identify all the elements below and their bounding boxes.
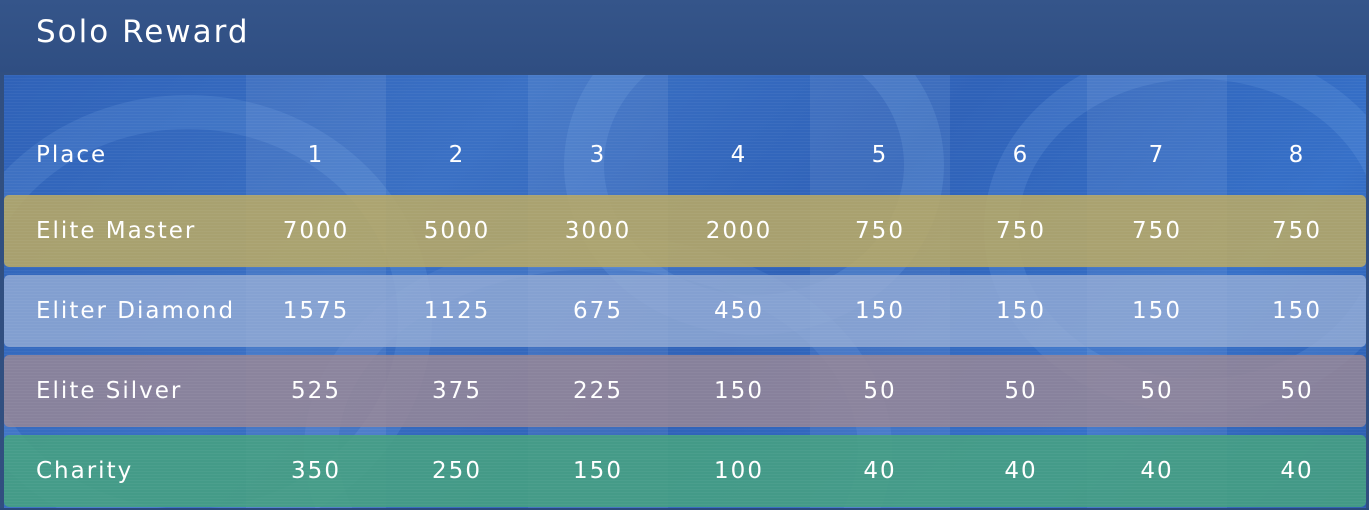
reward-cell: 750 (996, 218, 1046, 244)
reward-table: Place 1 2 3 4 5 6 7 8 Elite Master 7000 … (4, 75, 1366, 508)
reward-cell: 375 (432, 378, 482, 404)
reward-cell: 250 (432, 458, 482, 484)
table-row-elite-silver: Elite Silver 525 375 225 150 50 50 50 50 (4, 355, 1366, 427)
reward-cell: 2000 (705, 218, 773, 244)
reward-cell: 40 (1280, 458, 1314, 484)
tier-label: Elite Silver (36, 378, 183, 404)
reward-cell: 750 (1132, 218, 1182, 244)
reward-cell: 50 (1280, 378, 1314, 404)
bottom-border (0, 508, 1369, 510)
place-header-cell: 1 (307, 142, 325, 168)
reward-cell: 1125 (423, 298, 491, 324)
reward-cell: 50 (1140, 378, 1174, 404)
tier-label: Charity (36, 458, 134, 484)
place-header-cell: 4 (730, 142, 748, 168)
reward-cell: 50 (1004, 378, 1038, 404)
reward-cell: 150 (855, 298, 905, 324)
table-row-elite-master: Elite Master 7000 5000 3000 2000 750 750… (4, 195, 1366, 267)
place-header: Place (36, 142, 108, 168)
reward-cell: 7000 (282, 218, 350, 244)
table-row-eliter-diamond: Eliter Diamond 1575 1125 675 450 150 150… (4, 275, 1366, 347)
reward-cell: 525 (291, 378, 341, 404)
reward-cell: 150 (1272, 298, 1322, 324)
reward-cell: 750 (855, 218, 905, 244)
reward-cell: 50 (863, 378, 897, 404)
reward-cell: 350 (291, 458, 341, 484)
reward-cell: 150 (714, 378, 764, 404)
panel-header: Solo Reward (0, 0, 1369, 72)
place-header-cell: 6 (1012, 142, 1030, 168)
reward-cell: 675 (573, 298, 623, 324)
tier-label: Elite Master (36, 218, 197, 244)
reward-cell: 150 (1132, 298, 1182, 324)
reward-cell: 150 (573, 458, 623, 484)
place-header-cell: 7 (1148, 142, 1166, 168)
reward-cell: 40 (1004, 458, 1038, 484)
reward-cell: 450 (714, 298, 764, 324)
place-header-cell: 2 (448, 142, 466, 168)
panel-title: Solo Reward (36, 14, 250, 50)
reward-cell: 40 (863, 458, 897, 484)
reward-cell: 225 (573, 378, 623, 404)
reward-cell: 750 (1272, 218, 1322, 244)
place-header-cell: 3 (589, 142, 607, 168)
reward-cell: 100 (714, 458, 764, 484)
table-header-row: Place 1 2 3 4 5 6 7 8 (4, 119, 1366, 191)
place-header-cell: 8 (1288, 142, 1306, 168)
reward-cell: 3000 (564, 218, 632, 244)
reward-cell: 150 (996, 298, 1046, 324)
table-row-charity: Charity 350 250 150 100 40 40 40 40 (4, 435, 1366, 507)
place-header-cell: 5 (871, 142, 889, 168)
reward-cell: 40 (1140, 458, 1174, 484)
tier-label: Eliter Diamond (36, 298, 236, 324)
reward-cell: 5000 (423, 218, 491, 244)
reward-cell: 1575 (282, 298, 350, 324)
